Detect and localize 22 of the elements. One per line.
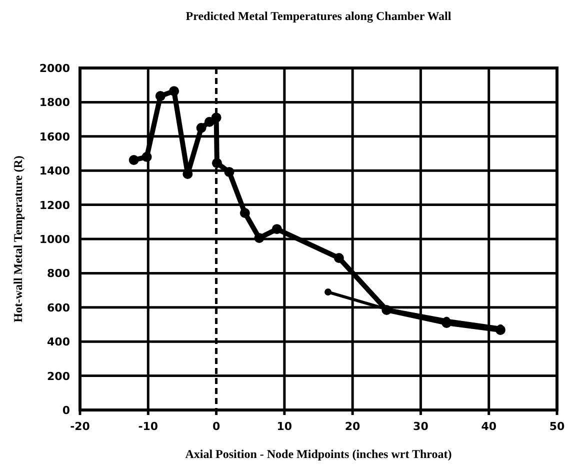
y-tick-label: 2000	[39, 62, 70, 75]
y-axis-title: Hot-wall Metal Temperature (R)	[11, 156, 25, 322]
chart-title: Predicted Metal Temperatures along Chamber Wall	[186, 9, 452, 23]
x-tick-label: 40	[481, 420, 497, 433]
y-tick-label: 1400	[39, 164, 70, 178]
y-tick-label: 800	[47, 267, 70, 280]
x-tick-label: 30	[413, 420, 429, 433]
y-tick-label: 1000	[39, 233, 70, 246]
y-tick-label: 200	[47, 370, 70, 383]
x-tick-label: 50	[549, 420, 565, 433]
x-axis-title: Axial Position - Node Midpoints (inches wrt Throat)	[185, 447, 452, 461]
y-tick-label: 400	[47, 336, 70, 349]
y-tick-label: 600	[47, 301, 70, 314]
x-tick-label: 20	[344, 420, 361, 433]
y-tick-label: 0	[62, 404, 70, 417]
x-tick-label: 0	[212, 420, 220, 433]
y-tick-label: 1600	[39, 130, 70, 144]
y-tick-label: 1200	[39, 198, 70, 212]
x-tick-label: -10	[138, 420, 158, 433]
x-tick-label: 10	[276, 420, 292, 433]
x-tick-label: -20	[70, 420, 90, 433]
y-tick-label: 1800	[39, 96, 70, 110]
